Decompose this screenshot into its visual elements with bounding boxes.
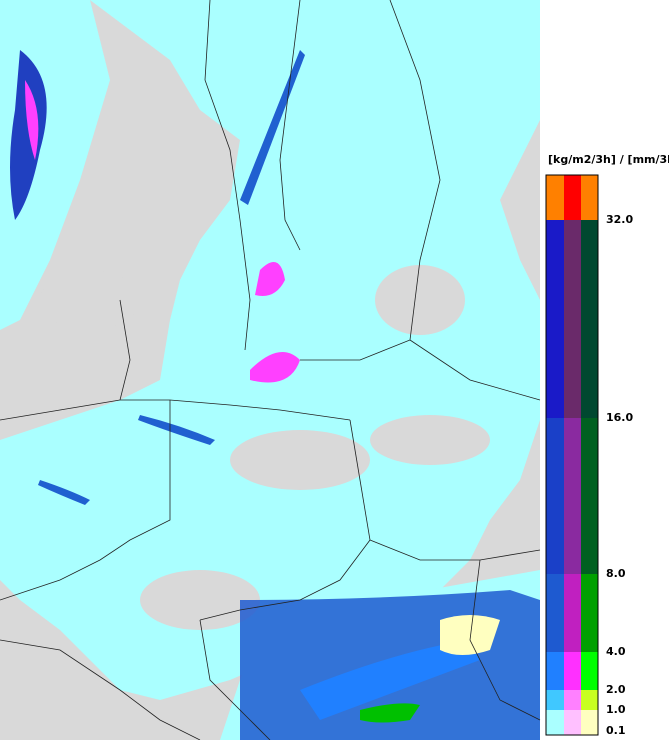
precip-band <box>10 50 47 220</box>
precip-band <box>38 480 90 505</box>
border-line <box>300 0 441 361</box>
precip-band <box>250 352 300 383</box>
legend-unit: [kg/m2/3h] / [mm/3h] <box>548 153 669 166</box>
precip-band <box>255 262 285 296</box>
swatch <box>546 175 564 220</box>
swatch <box>581 220 598 418</box>
swatch <box>546 710 564 735</box>
border-line <box>409 339 541 401</box>
swatch <box>546 220 564 418</box>
swatch <box>564 652 581 690</box>
swatch <box>581 418 598 574</box>
swatch <box>564 418 581 574</box>
dry-area <box>40 270 140 330</box>
border-line <box>469 559 541 721</box>
swatch <box>564 574 581 652</box>
legend-level: 1.0 <box>606 703 626 716</box>
precip-band <box>25 80 39 160</box>
border-line <box>199 619 271 740</box>
swatch <box>546 574 564 652</box>
swatch <box>564 220 581 418</box>
dry-areas <box>40 265 490 630</box>
legend-level: 4.0 <box>606 645 626 658</box>
precip-area <box>0 0 540 700</box>
legend-level: 2.0 <box>606 683 626 696</box>
border-line <box>119 299 131 401</box>
swatch <box>564 175 581 220</box>
swatch <box>581 690 598 710</box>
precip-band <box>440 615 500 655</box>
swatch <box>564 690 581 710</box>
precip-band <box>138 415 215 445</box>
swatch <box>581 652 598 690</box>
dry-area <box>140 570 260 630</box>
precip-band <box>300 640 480 720</box>
swatch <box>546 418 564 574</box>
legend-frame <box>545 174 599 736</box>
border-line <box>204 0 251 351</box>
heavy-precipitation <box>10 50 540 740</box>
border-line <box>0 639 201 740</box>
map <box>0 0 541 740</box>
legend-level: 0.1 <box>606 724 626 737</box>
swatch <box>564 710 581 735</box>
legend-level: 16.0 <box>606 411 633 424</box>
border-line <box>199 419 371 621</box>
border-line <box>369 539 541 561</box>
legend-level: 8.0 <box>606 567 626 580</box>
legend-swatches <box>545 174 599 736</box>
swatch <box>546 652 564 690</box>
swatch <box>546 690 564 710</box>
dry-area <box>370 415 490 465</box>
border-line <box>0 400 171 601</box>
dry-area <box>230 430 370 490</box>
country-borders <box>0 0 541 740</box>
swatch <box>581 574 598 652</box>
swatch <box>581 710 598 735</box>
swatch <box>581 175 598 220</box>
dry-area <box>375 265 465 335</box>
legend: [kg/m2/3h] / [mm/3h] 32.0 16 <box>545 153 669 737</box>
precip-band <box>360 703 420 723</box>
border-line <box>279 0 301 251</box>
legend-level: 32.0 <box>606 213 633 226</box>
